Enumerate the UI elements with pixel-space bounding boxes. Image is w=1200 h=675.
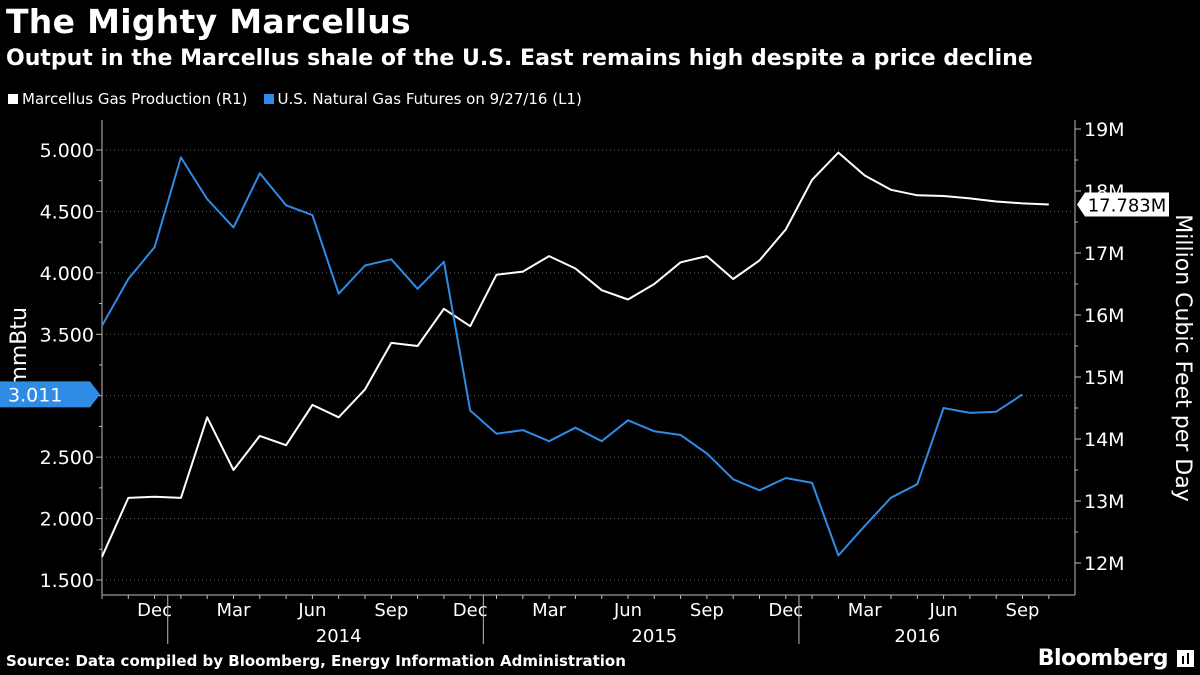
left-tick-label: 4.500 [40, 201, 94, 223]
left-tick-label: 4.000 [40, 263, 94, 285]
left-tick-label: 2.500 [40, 447, 94, 469]
production-current-callout [1077, 192, 1169, 217]
x-tick-label: Mar [217, 600, 252, 621]
right-axis-label: Million Cubic Feet per Day [1170, 214, 1195, 501]
x-tick-label: Jun [297, 600, 326, 621]
x-tick-label: Jun [613, 600, 642, 621]
left-tick-label: 3.500 [40, 324, 94, 346]
legend-item-production: Marcellus Gas Production (R1) [8, 90, 248, 108]
x-year-label: 2014 [316, 626, 362, 647]
right-tick-label: 13M [1084, 491, 1125, 513]
x-year-label: 2015 [631, 626, 677, 647]
x-tick-label: Sep [690, 600, 724, 621]
right-tick-label: 12M [1084, 553, 1125, 575]
source-note: Source: Data compiled by Bloomberg, Ener… [6, 652, 626, 670]
futures-series-line [101, 156, 1024, 557]
x-tick-label: Sep [1006, 600, 1040, 621]
legend-swatch-futures [263, 94, 274, 104]
right-tick-label: 17M [1084, 243, 1125, 265]
left-tick-label: 1.500 [40, 570, 94, 592]
chart-subtitle: Output in the Marcellus shale of the U.S… [6, 46, 1033, 71]
left-tick-label: 5.000 [40, 140, 94, 162]
chart-title: The Mighty Marcellus [6, 2, 411, 41]
legend-item-futures: U.S. Natural Gas Futures on 9/27/16 (L1) [263, 90, 582, 108]
futures-current-value: 3.011 [8, 384, 62, 406]
legend-label-production: Marcellus Gas Production (R1) [22, 90, 248, 108]
legend-swatch-production [8, 94, 18, 104]
left-tick-label: 2.000 [40, 509, 94, 531]
x-tick-label: Dec [768, 600, 803, 621]
x-tick-label: Dec [137, 600, 172, 621]
x-tick-label: Mar [848, 600, 883, 621]
legend: Marcellus Gas Production (R1) U.S. Natur… [8, 90, 598, 108]
production-current-value: 17.783M [1088, 195, 1167, 216]
brand-logo-text: Bloomberg [1037, 646, 1169, 671]
x-tick-label: Dec [453, 600, 488, 621]
futures-current-callout [0, 381, 100, 408]
right-tick-label: 15M [1084, 367, 1125, 389]
x-tick-label: Sep [374, 600, 408, 621]
right-tick-label: 19M [1084, 119, 1125, 141]
right-tick-label: 14M [1084, 429, 1125, 451]
x-year-label: 2016 [894, 626, 940, 647]
legend-label-futures: U.S. Natural Gas Futures on 9/27/16 (L1) [277, 90, 582, 108]
right-tick-label: 16M [1084, 305, 1125, 327]
bloomberg-terminal-icon [1177, 650, 1194, 667]
x-tick-label: Jun [929, 600, 958, 621]
production-series-line [101, 151, 1049, 558]
x-tick-label: Mar [532, 600, 567, 621]
